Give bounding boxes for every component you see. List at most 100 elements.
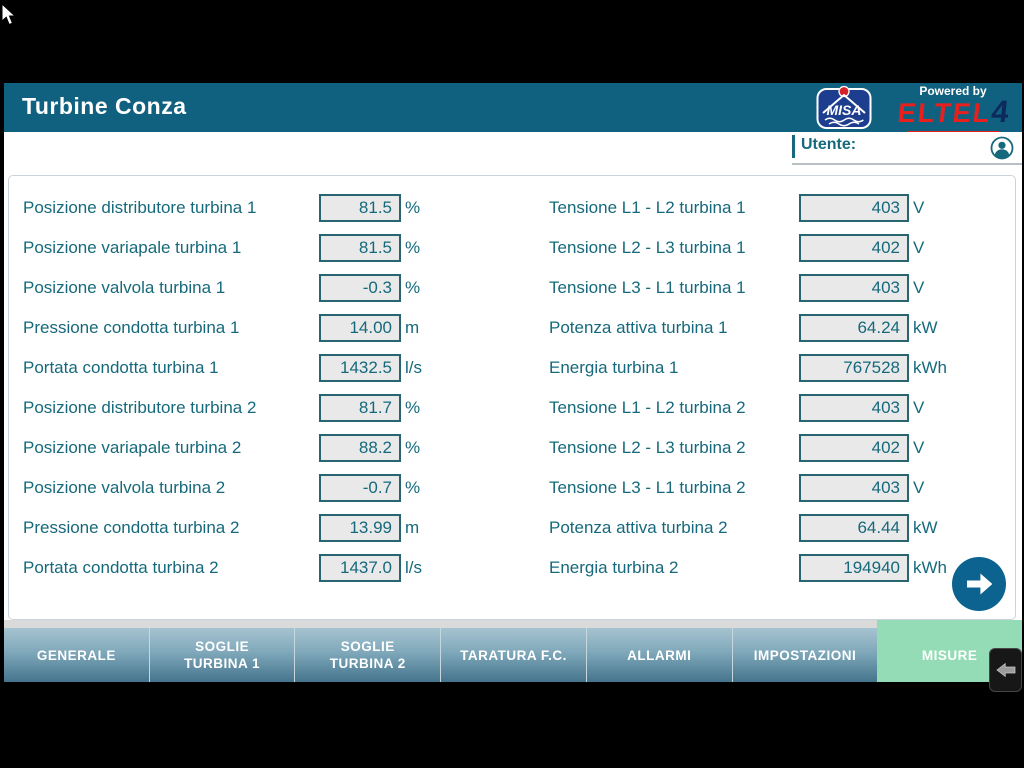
tab-generale[interactable]: GENERALE: [4, 628, 149, 682]
measurement-unit: V: [913, 398, 925, 417]
misa-mountain-icon: [822, 94, 866, 114]
page-title: Turbine Conza: [22, 93, 187, 119]
measurement-unit: %: [405, 438, 421, 457]
measurement-row: Posizione distributore turbina 1 81.5%: [23, 188, 433, 228]
measurement-value-box: 403: [799, 194, 909, 222]
measurement-unit: V: [913, 438, 925, 457]
tab-soglie-turbina-1[interactable]: SOGLIE TURBINA 1: [148, 628, 295, 682]
tab-label: SOGLIE TURBINA 1: [184, 639, 261, 671]
measurement-row: Potenza attiva turbina 2 64.44 kW: [549, 508, 953, 548]
measurement-value-box: 64.44: [799, 514, 909, 542]
measurement-label: Posizione distributore turbina 2: [23, 398, 257, 417]
measurement-unit: m: [405, 518, 420, 537]
measurement-row: Pressione condotta turbina 1 14.00 m: [23, 308, 433, 348]
measurement-label: Energia turbina 2: [549, 558, 679, 577]
measurement-value-box: 81.7: [319, 394, 401, 422]
measurement-unit: %: [405, 278, 421, 297]
measurement-label: Posizione distributore turbina 1: [23, 198, 257, 217]
tab-soglie-turbina-2[interactable]: SOGLIE TURBINA 2: [294, 628, 441, 682]
hmi-screen: Turbine Conza MISA Powered by ELTEL4 Ute…: [4, 83, 1023, 682]
measurement-row: Portata condotta turbina 2 1437.0 l/s: [23, 548, 433, 588]
measurement-value-box: 403: [799, 394, 909, 422]
measurement-unit: l/s: [405, 558, 422, 577]
measurement-unit: l/s: [405, 358, 422, 377]
measurement-unit: m: [405, 318, 420, 337]
measurement-value-box: 14.00: [319, 314, 401, 342]
measurement-label: Potenza attiva turbina 1: [549, 318, 728, 337]
misa-logo-text: MISA: [827, 102, 862, 118]
measurement-label: Posizione variapale turbina 1: [23, 238, 242, 257]
measurement-unit: V: [913, 278, 925, 297]
measurement-row: Posizione valvola turbina 2 -0.7%: [23, 468, 433, 508]
measurement-label: Tensione L2 - L3 turbina 2: [549, 438, 746, 457]
measurement-unit: kW: [913, 518, 938, 537]
measurement-value-box: 81.5: [319, 234, 401, 262]
measurement-unit: %: [405, 198, 421, 217]
measurement-label: Tensione L1 - L2 turbina 2: [549, 398, 746, 417]
tab-label: MISURE: [921, 647, 978, 663]
measurement-label: Energia turbina 1: [549, 358, 679, 377]
measurement-label: Posizione valvola turbina 1: [23, 278, 226, 297]
measurement-row: Potenza attiva turbina 1 64.24 kW: [549, 308, 953, 348]
measurement-value-box: 767528: [799, 354, 909, 382]
arrow-right-icon: [967, 573, 993, 595]
measurement-value-box: 402: [799, 234, 909, 262]
eltel-brand-number: 4: [989, 94, 1011, 129]
measurement-row: Energia turbina 1 767528 kWh: [549, 348, 953, 388]
measurement-unit: kWh: [913, 358, 947, 377]
measurement-row: Tensione L1 - L2 turbina 2 403 V: [549, 388, 953, 428]
back-button[interactable]: [989, 648, 1022, 692]
tab-label: IMPOSTAZIONI: [753, 647, 857, 663]
measurement-value-box: -0.7: [319, 474, 401, 502]
measurements-panel: Posizione distributore turbina 1 81.5% Pos…: [8, 175, 1016, 620]
measurement-row: Posizione variapale turbina 1 81.5%: [23, 228, 433, 268]
tab-impostazioni[interactable]: IMPOSTAZIONI: [731, 628, 878, 682]
measurement-row: Tensione L2 - L3 turbina 2 402 V: [549, 428, 953, 468]
eltel-logo: Powered by ELTEL4: [884, 84, 1022, 134]
eltel-brand-text: ELTEL: [896, 98, 993, 128]
tab-bar-top-strip: [4, 620, 1022, 628]
measurement-unit: %: [405, 238, 421, 257]
measurement-value-box: 64.24: [799, 314, 909, 342]
measurement-row: Posizione distributore turbina 2 81.7%: [23, 388, 433, 428]
misa-sun-icon: [838, 85, 850, 98]
measurement-unit: V: [913, 238, 925, 257]
measurement-row: Tensione L2 - L3 turbina 1 402 V: [549, 228, 953, 268]
measurement-label: Portata condotta turbina 1: [23, 358, 219, 377]
measurement-row: Tensione L3 - L1 turbina 2 403 V: [549, 468, 953, 508]
measurement-value-box: 88.2: [319, 434, 401, 462]
measurement-label: Posizione valvola turbina 2: [23, 478, 226, 497]
next-page-button[interactable]: [952, 557, 1006, 611]
header-bar: Turbine Conza MISA Powered by ELTEL4: [4, 83, 1022, 134]
tab-label: SOGLIE TURBINA 2: [329, 639, 406, 671]
measurement-unit: %: [405, 398, 421, 417]
arrow-left-icon: [995, 662, 1015, 678]
measurement-value-box: 13.99: [319, 514, 401, 542]
user-bar-accent: [792, 135, 795, 158]
measurement-label: Tensione L3 - L1 turbina 1: [549, 278, 746, 297]
user-label: Utente:: [801, 136, 857, 153]
tab-label: ALLARMI: [627, 647, 692, 663]
measurement-column-left: Posizione distributore turbina 1 81.5% Pos…: [23, 188, 433, 588]
measurement-unit: %: [405, 478, 421, 497]
measurement-unit: V: [913, 198, 925, 217]
measurement-value-box: 81.5: [319, 194, 401, 222]
measurement-value-box: 403: [799, 474, 909, 502]
user-bar: Utente:: [792, 132, 1022, 165]
tab-label: GENERALE: [36, 647, 116, 663]
measurement-unit: kWh: [913, 558, 947, 577]
tab-taratura-f-c[interactable]: TARATURA F.C.: [440, 628, 586, 682]
measurement-label: Pressione condotta turbina 1: [23, 318, 240, 337]
tab-allarmi[interactable]: ALLARMI: [585, 628, 732, 682]
measurement-unit: V: [913, 478, 925, 497]
measurement-label: Portata condotta turbina 2: [23, 558, 219, 577]
measurement-label: Potenza attiva turbina 2: [549, 518, 728, 537]
measurement-label: Tensione L3 - L1 turbina 2: [549, 478, 746, 497]
measurement-row: Energia turbina 2 194940 kWh: [549, 548, 953, 588]
measurement-row: Posizione valvola turbina 1 -0.3%: [23, 268, 433, 308]
measurement-label: Tensione L1 - L2 turbina 1: [549, 198, 746, 217]
measurement-value-box: -0.3: [319, 274, 401, 302]
measurement-value-box: 1432.5: [319, 354, 401, 382]
measurement-label: Pressione condotta turbina 2: [23, 518, 240, 537]
user-icon[interactable]: [990, 136, 1014, 160]
